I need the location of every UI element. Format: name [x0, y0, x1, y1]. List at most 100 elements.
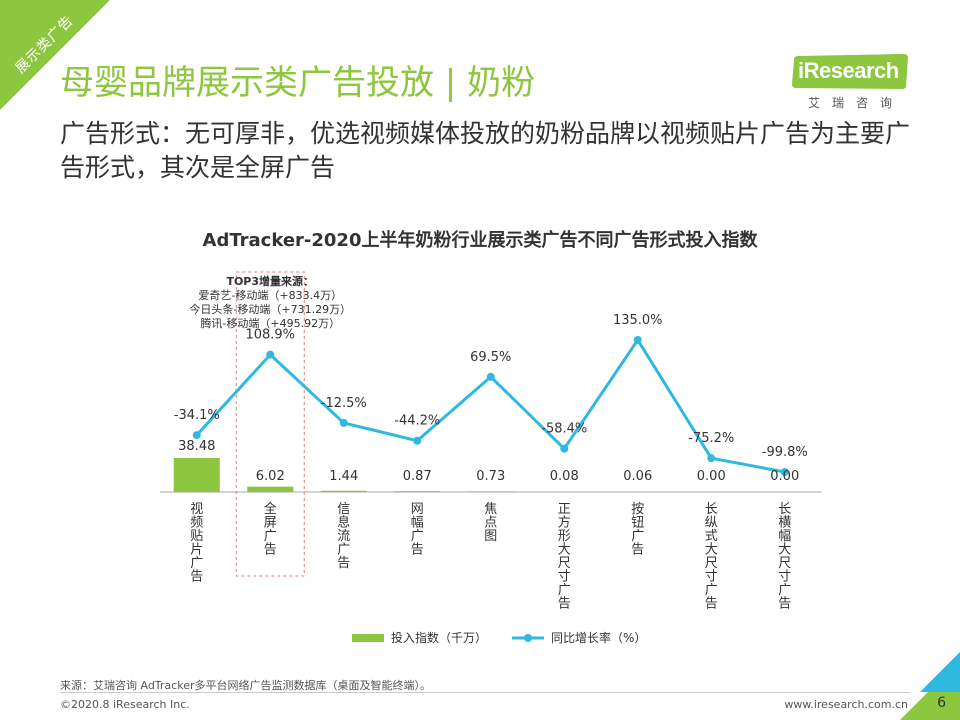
category-label: 按	[631, 502, 644, 517]
line-value-label: -44.2%	[394, 414, 440, 429]
category-label: 形	[558, 529, 571, 544]
logo-subtext: 艾瑞咨询	[808, 96, 905, 110]
annotation-line: 今日头条-移动端（+731.29万）	[189, 302, 351, 316]
line-point	[780, 468, 789, 476]
legend-line-marker	[524, 634, 532, 642]
subtitle: 广告形式：无可厚非，优选视频媒体投放的奶粉品牌以视频贴片广告为主要广告形式，其次…	[60, 119, 911, 182]
bar-value-label: 0.73	[476, 469, 505, 484]
line-value-label: 69.5%	[470, 350, 511, 365]
category-label: 大	[558, 543, 571, 558]
line-value-label: -99.8%	[762, 445, 808, 460]
category-label: 长	[778, 502, 791, 517]
category-label: 正	[558, 502, 571, 517]
category-label: 广	[558, 583, 571, 598]
category-label: 广	[264, 529, 277, 544]
logo-shape-icon	[792, 54, 908, 89]
line-value-label: -75.2%	[688, 431, 734, 446]
line-value-label: -58.4%	[541, 422, 587, 437]
category-label: 广	[778, 583, 791, 598]
annotation-title: TOP3增量来源：	[226, 274, 314, 288]
category-label: 告	[411, 543, 424, 558]
category-label: 告	[631, 543, 644, 558]
line-point	[192, 431, 201, 440]
category-label: 寸	[778, 570, 791, 585]
footer-url-link[interactable]: www.iresearch.com.cn	[784, 698, 908, 711]
category-label: 广	[705, 583, 718, 598]
legend-line-label: 同比增长率（%）	[551, 630, 646, 645]
line-point	[266, 350, 275, 359]
bar-value-label: 0.08	[550, 469, 579, 484]
line-point	[413, 436, 422, 445]
corner-decoration-blue	[920, 652, 960, 692]
category-label: 大	[705, 543, 718, 558]
category-label: 寸	[705, 570, 718, 585]
category-label: 告	[778, 597, 791, 612]
line-point	[707, 454, 716, 463]
legend-bar-label: 投入指数（千万）	[391, 630, 487, 645]
category-label: 尺	[558, 556, 571, 571]
category-label: 告	[705, 597, 718, 612]
bar-value-label: 6.02	[256, 469, 285, 484]
category-label: 焦	[484, 502, 497, 517]
category-label: 告	[264, 543, 277, 558]
category-label: 广	[631, 529, 644, 544]
iresearch-logo: iResearch 艾瑞咨询	[790, 54, 912, 112]
category-label: 幅	[778, 529, 791, 544]
bar-value-label: 0.00	[697, 469, 726, 484]
annotation-line: 腾讯-移动端（+495.92万）	[200, 316, 340, 330]
page-number: 6	[937, 695, 946, 711]
category-label: 大	[778, 543, 791, 558]
annotation: TOP3增量来源： 爱奇艺-移动端（+833.4万） 今日头条-移动端（+731…	[189, 274, 351, 330]
category-label: 贴	[190, 529, 203, 544]
category-label: 息	[337, 515, 350, 531]
category-label: 式	[705, 529, 718, 544]
legend-bar-swatch	[352, 634, 384, 642]
bar-value-label: 0.06	[623, 469, 652, 484]
line-point	[633, 336, 642, 344]
category-label: 全	[264, 501, 277, 517]
line-point	[486, 372, 495, 381]
category-label: 长	[705, 502, 718, 517]
category-label: 广	[337, 543, 350, 558]
bar	[247, 486, 294, 492]
category-label: 告	[190, 570, 203, 585]
category-label: 钮	[631, 516, 644, 531]
category-label: 片	[190, 543, 203, 558]
chart-title: AdTracker-2020上半年奶粉行业展示类广告不同广告形式投入指数	[202, 230, 758, 251]
footer-copyright: ©2020.8 iResearch Inc.	[60, 698, 190, 711]
category-label: 尺	[705, 556, 718, 571]
line-value-label: 135.0%	[613, 313, 663, 328]
category-label: 尺	[778, 556, 791, 571]
category-label: 点	[484, 516, 497, 531]
bar-value-label: 0.87	[403, 469, 432, 484]
line-value-label: 108.9%	[245, 328, 295, 343]
legend: 投入指数（千万） 同比增长率（%）	[352, 630, 646, 645]
line-value-label: -34.1%	[174, 408, 220, 423]
category-label: 横	[778, 516, 791, 531]
logo-text: iResearch	[798, 58, 899, 83]
category-label: 告	[337, 556, 350, 571]
bar-value-label: 0.00	[770, 469, 799, 484]
bar	[320, 490, 367, 492]
annotation-line: 爱奇艺-移动端（+833.4万）	[198, 289, 342, 302]
page-title: 母婴品牌展示类广告投放 | 奶粉	[60, 63, 536, 103]
line-value-label: -12.5%	[321, 396, 367, 411]
category-label: 纵	[705, 516, 718, 531]
category-label: 频	[190, 516, 203, 531]
bar	[394, 491, 441, 492]
bar	[173, 458, 220, 492]
category-label: 视	[190, 502, 203, 517]
category-label: 图	[484, 529, 497, 544]
line-point	[560, 444, 569, 453]
category-label: 广	[190, 556, 203, 571]
category-label: 网	[411, 502, 424, 517]
bar-value-label: 38.48	[178, 439, 215, 454]
category-label: 方	[558, 515, 571, 531]
category-label: 告	[558, 597, 571, 612]
category-label: 幅	[411, 516, 424, 531]
category-label: 屏	[264, 516, 277, 531]
line-point	[339, 418, 348, 427]
bar	[467, 491, 514, 492]
footer-source: 来源：艾瑞咨询 AdTracker多平台网络广告监测数据库（桌面及智能终端）。	[60, 679, 431, 692]
